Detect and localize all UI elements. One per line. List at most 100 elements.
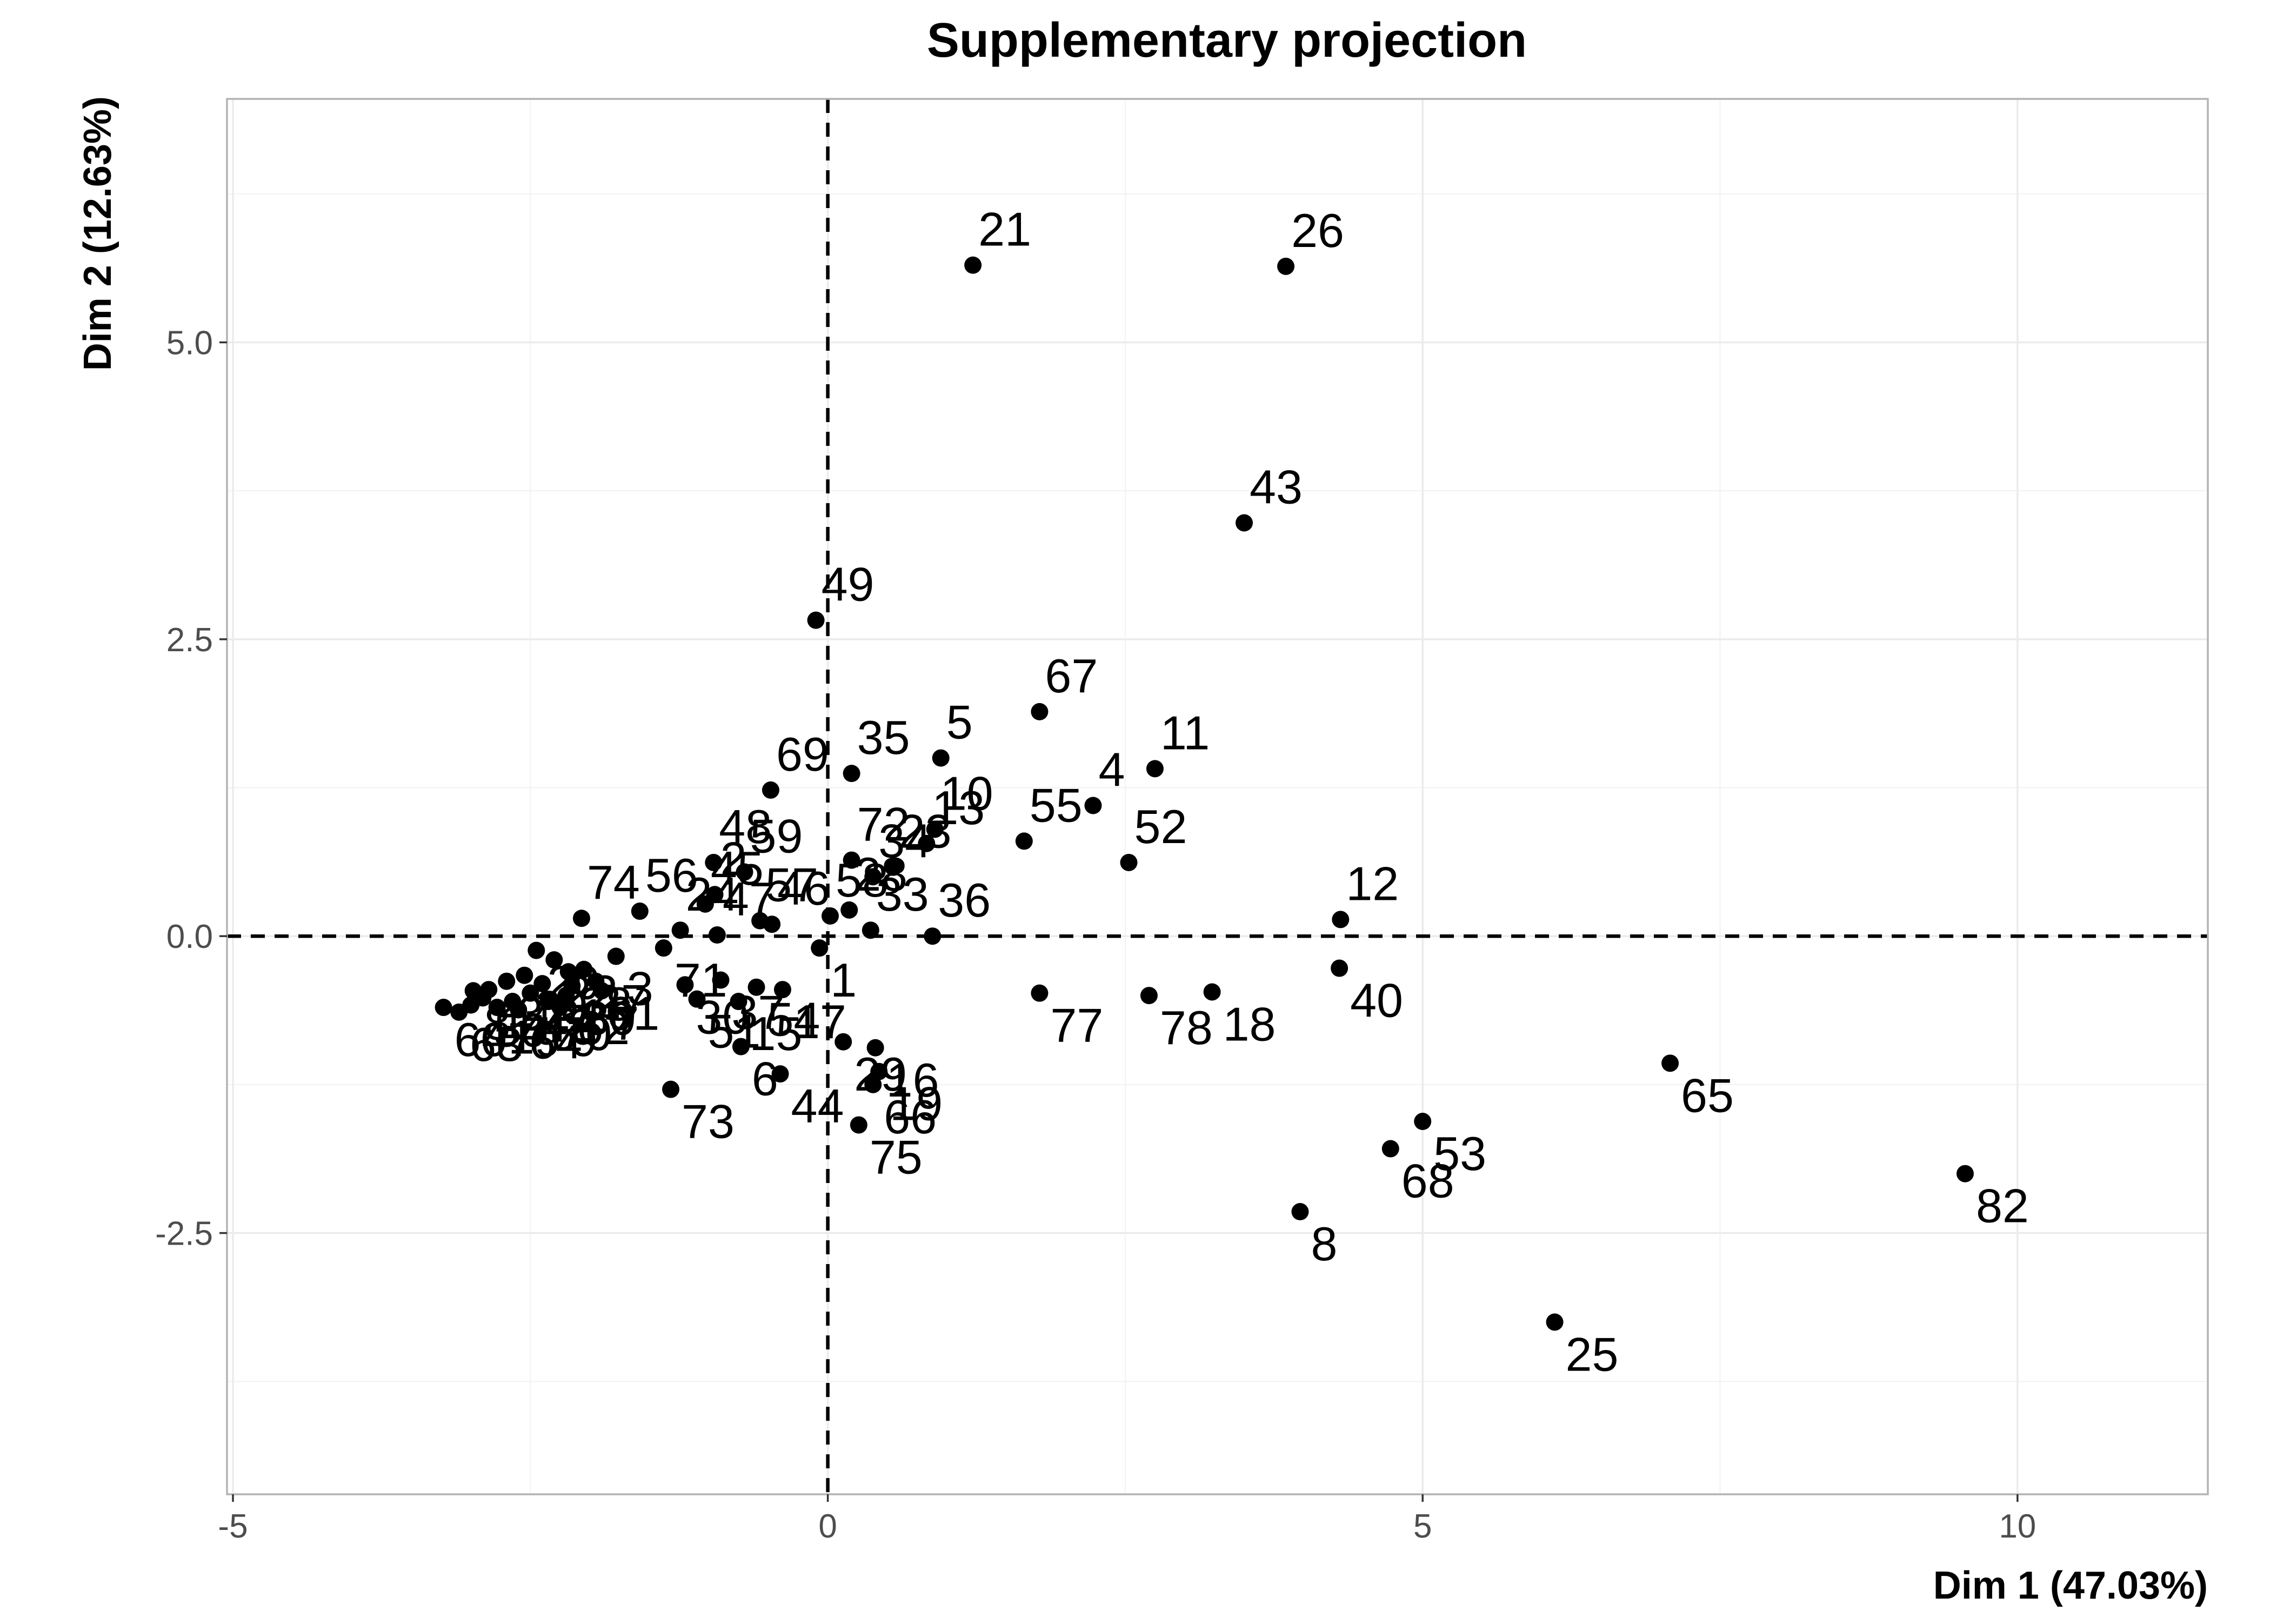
data-point <box>866 1039 884 1057</box>
data-point <box>559 963 577 981</box>
point-label: 72 <box>857 798 910 851</box>
data-point <box>843 851 860 869</box>
data-point <box>488 999 506 1017</box>
y-axis-title: Dim 2 (12.63%) <box>76 96 119 371</box>
data-point <box>918 834 936 852</box>
data-point <box>1414 1113 1432 1131</box>
point-label: 62 <box>577 1001 630 1054</box>
point-label: 1 <box>830 953 857 1007</box>
point-label: 19 <box>890 1077 943 1131</box>
data-points <box>435 256 1974 1331</box>
point-label: 63 <box>470 1018 523 1071</box>
data-point <box>464 982 482 1000</box>
data-point <box>1381 1140 1399 1158</box>
data-point <box>884 858 902 876</box>
chart-title: Supplementary projection <box>927 14 1527 68</box>
y-tick-label: 5.0 <box>166 324 213 362</box>
data-point <box>575 960 593 978</box>
data-point <box>498 972 516 990</box>
point-label: 80 <box>583 991 636 1045</box>
data-point <box>862 921 879 939</box>
point-label: 74 <box>587 856 640 909</box>
data-point <box>705 853 723 871</box>
point-label: 64 <box>529 1015 582 1068</box>
point-label: 35 <box>857 711 910 764</box>
point-label: 23 <box>899 805 952 858</box>
point-label: 2 <box>720 832 746 885</box>
point-label: 49 <box>822 558 874 611</box>
data-point <box>771 1065 789 1083</box>
point-label: 15 <box>750 1007 803 1060</box>
point-label: 14 <box>499 995 552 1048</box>
point-label: 12 <box>1346 857 1399 910</box>
data-point <box>1661 1054 1679 1072</box>
point-label: 25 <box>1566 1327 1619 1381</box>
data-point <box>1031 984 1049 1002</box>
data-point <box>924 927 942 945</box>
point-label: 42 <box>541 999 594 1052</box>
point-label: 26 <box>1291 204 1344 257</box>
data-point <box>450 1003 468 1021</box>
point-label: 9 <box>571 1013 597 1066</box>
data-point <box>1291 1203 1309 1221</box>
point-label: 11 <box>1160 706 1210 759</box>
point-label: 5 <box>946 696 973 749</box>
data-point <box>1546 1313 1564 1331</box>
panel-border <box>226 98 2209 1495</box>
point-label: 16 <box>886 1053 939 1107</box>
point-label: 32 <box>517 987 570 1040</box>
point-label: 59 <box>750 810 803 863</box>
data-point <box>1332 911 1350 928</box>
data-point <box>1203 983 1221 1001</box>
data-point <box>773 981 791 999</box>
data-point <box>811 939 829 957</box>
point-label: 55 <box>1030 778 1083 832</box>
point-label: 77 <box>1050 999 1103 1052</box>
point-label: 56 <box>645 848 698 902</box>
point-label: 7 <box>612 996 639 1050</box>
data-point <box>1236 514 1253 532</box>
minor-gridlines <box>227 99 2208 1494</box>
point-label: 61 <box>606 987 659 1040</box>
point-label: 34 <box>878 814 931 867</box>
point-label: 24 <box>686 867 739 921</box>
point-label: 44 <box>791 1079 844 1133</box>
data-point <box>708 926 726 944</box>
data-point <box>655 939 672 957</box>
data-point <box>516 966 533 984</box>
data-point <box>533 975 551 993</box>
point-label: 76 <box>523 1007 576 1060</box>
point-label: 10 <box>940 766 993 820</box>
point-label: 20 <box>547 956 600 1010</box>
data-point <box>926 820 944 838</box>
point-label: 21 <box>978 203 1031 256</box>
point-label: 69 <box>776 727 829 781</box>
point-label: 3 <box>627 962 653 1015</box>
point-label: 71 <box>675 953 727 1007</box>
point-label: 65 <box>1681 1068 1734 1122</box>
x-axis-ticks: -5 0 5 10 <box>218 1494 2036 1545</box>
point-label: 27 <box>595 975 647 1028</box>
reference-lines <box>227 99 2208 1494</box>
point-label: 8 <box>1311 1217 1337 1271</box>
data-point <box>696 895 714 913</box>
data-point <box>631 903 649 920</box>
x-tick-label: 0 <box>818 1508 837 1545</box>
data-point <box>510 1001 528 1019</box>
data-point <box>840 901 858 919</box>
point-label: 41 <box>482 1011 535 1064</box>
data-point <box>607 947 625 965</box>
point-label: 57 <box>765 858 818 912</box>
data-point <box>870 1062 888 1080</box>
data-point <box>1956 1165 1974 1182</box>
point-label: 75 <box>870 1131 923 1184</box>
data-point <box>572 910 590 927</box>
data-point <box>763 915 781 933</box>
data-point <box>736 863 753 881</box>
point-label: 51 <box>707 1005 760 1058</box>
data-point <box>834 1033 852 1051</box>
y-tick-label: 2.5 <box>166 621 213 659</box>
data-point <box>1277 257 1295 275</box>
data-point <box>850 1116 867 1134</box>
